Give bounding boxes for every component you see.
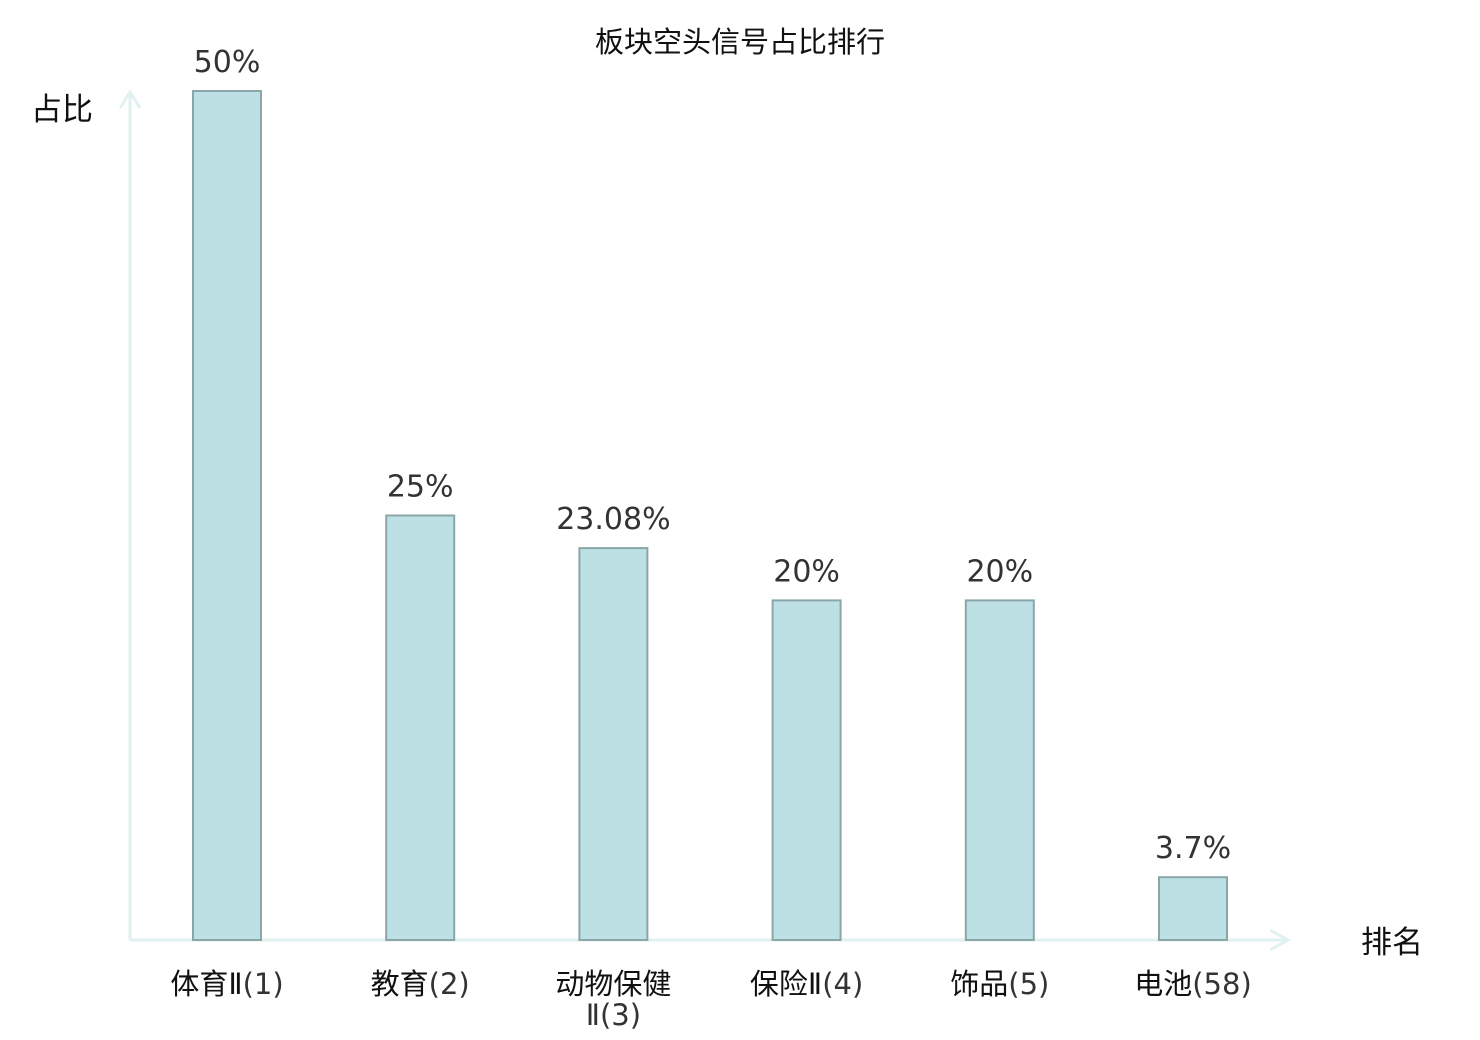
- bar: [771, 599, 842, 942]
- bar: [385, 514, 456, 941]
- y-axis: [118, 89, 142, 940]
- y-axis-arrow-icon: [118, 89, 142, 109]
- x-tick-label: 体育Ⅱ(1): [170, 967, 283, 1001]
- x-axis-arrow-icon: [1269, 928, 1292, 952]
- bar: [964, 599, 1035, 942]
- value-label: 3.7%: [1155, 831, 1231, 866]
- category-name: 教育: [371, 967, 429, 1001]
- bar: [1158, 876, 1228, 942]
- category-rank: (4): [822, 967, 863, 1001]
- x-tick-label: 饰品(5): [950, 967, 1049, 1001]
- x-axis: [130, 928, 1292, 952]
- chart-title: 板块空头信号占比排行: [595, 25, 885, 59]
- y-axis-label: 占比: [31, 92, 93, 128]
- bar: [578, 547, 649, 941]
- bar: [192, 90, 262, 941]
- category-rank: (58): [1192, 967, 1252, 1001]
- bars-group: [192, 90, 1228, 942]
- category-name: 动物保健: [555, 967, 671, 1001]
- category-name: 体育Ⅱ: [170, 967, 242, 1001]
- category-name: 电池: [1134, 967, 1192, 1001]
- value-label: 20%: [966, 554, 1033, 589]
- category-rank: (1): [243, 967, 284, 1001]
- value-labels-group: 50% 25% 23.08% 20% 20% 3.7%: [194, 45, 1231, 866]
- category-rank: (5): [1008, 967, 1049, 1001]
- x-tick-label: 保险Ⅱ(4): [750, 967, 863, 1001]
- category-rank: (2): [429, 967, 470, 1001]
- value-label: 50%: [194, 45, 261, 80]
- value-label: 20%: [773, 554, 840, 589]
- x-tick-label: 教育(2): [371, 967, 470, 1001]
- value-label: 25%: [387, 470, 454, 505]
- category-name: 饰品: [950, 967, 1008, 1001]
- value-label: 23.08%: [556, 502, 670, 537]
- category-rank: Ⅱ(3): [586, 998, 641, 1032]
- category-name: 保险Ⅱ: [750, 967, 822, 1001]
- x-tick-label: 电池(58): [1134, 967, 1252, 1001]
- x-axis-label: 排名: [1361, 925, 1423, 961]
